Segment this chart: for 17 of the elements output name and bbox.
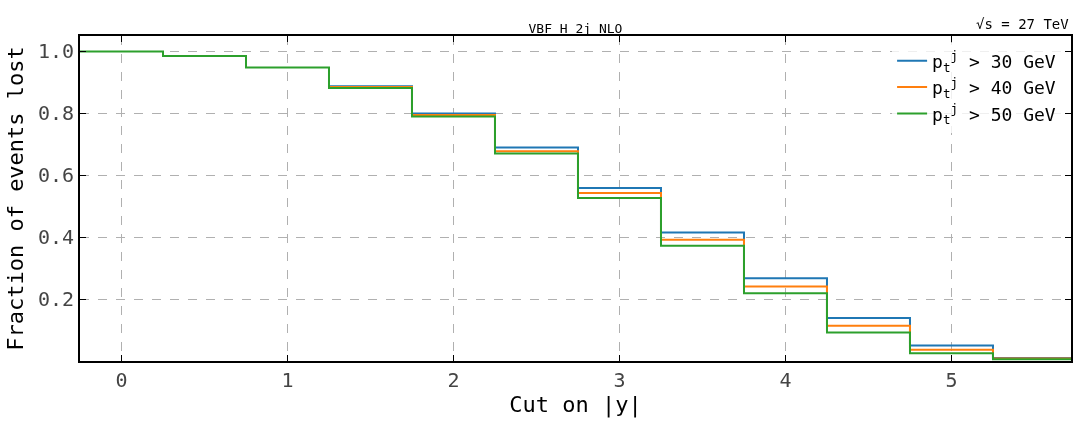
legend-label: p$_{t}$$^{j}$ > 40 GeV	[932, 74, 1056, 101]
x-axis-title: Cut on |y|	[509, 392, 642, 419]
x-tick-label: 0	[115, 368, 128, 392]
legend-label: p$_{t}$$^{j}$ > 30 GeV	[932, 48, 1056, 75]
y-tick-label: 1.0	[37, 39, 74, 64]
text: √s = 27 TeV	[976, 16, 1070, 32]
y-tick-label: 0.6	[37, 163, 74, 188]
legend-label: p$_{t}$$^{j}$ > 50 GeV	[932, 100, 1056, 128]
x-tick-label: 2	[447, 368, 460, 392]
y-tick-label: 0.4	[37, 225, 74, 250]
x-tick-label: 5	[945, 368, 958, 392]
x-tick-label: 3	[613, 368, 626, 392]
x-tick-label: 1	[281, 368, 294, 392]
y-axis-title: Fraction of events lost	[3, 46, 29, 351]
x-tick-label: 4	[779, 368, 792, 392]
y-tick-label: 0.2	[37, 287, 74, 312]
y-tick-label: 0.8	[37, 101, 74, 126]
